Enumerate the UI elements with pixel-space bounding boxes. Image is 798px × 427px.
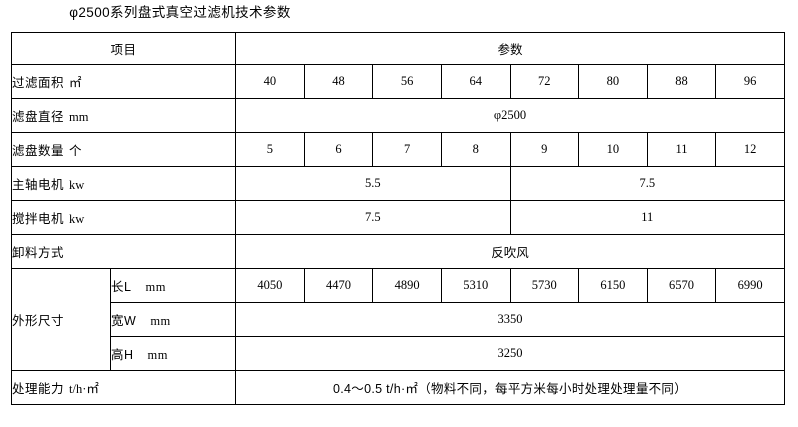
- sub-row-label-height: 高H mm: [110, 336, 237, 371]
- cell-value: 12: [715, 132, 785, 167]
- row-label-agitator-motor: 搅拌电机 kw: [10, 200, 237, 235]
- cell-value-capacity-note: 0.4～0.5 t/h·㎡（物料不同，每平方米每小时处理处理量不同）: [235, 370, 785, 405]
- cell-value: 10: [578, 132, 648, 167]
- sub-row-unit-text: mm: [145, 280, 166, 294]
- cell-value: 6570: [646, 268, 717, 303]
- row-label-disc-quantity: 滤盘数量个: [10, 132, 237, 167]
- table-row: 滤盘数量个 5 6 7 8 9 10 11 12: [10, 132, 785, 167]
- cell-value: 7: [372, 132, 442, 167]
- row-label-text: 主轴电机: [12, 178, 65, 192]
- table-row: 外形尺寸 长L mm 4050 4470 4890 5310 5730 6150 …: [10, 268, 785, 371]
- cell-value-right: 11: [509, 200, 785, 235]
- table-row: 卸料方式 反吹风: [10, 234, 785, 269]
- sub-row-label-text: 长L: [111, 280, 132, 294]
- header-item-cell: 项目: [10, 32, 237, 65]
- row-label-text: 搅拌电机: [12, 212, 65, 226]
- sub-row-label-text: 高H: [111, 348, 134, 362]
- cell-value: 6: [303, 132, 374, 167]
- cell-value: 4470: [303, 268, 374, 303]
- row-label-disc-diameter: 滤盘直径 mm: [10, 98, 237, 133]
- cell-value: 5310: [440, 268, 511, 303]
- row-label-discharge-method: 卸料方式: [10, 234, 237, 269]
- sub-row-label-text: 宽W: [111, 314, 137, 328]
- sub-row-unit-text: mm: [150, 314, 171, 328]
- table-row: 搅拌电机 kw 7.5 11: [10, 200, 785, 235]
- cell-value: 5730: [509, 268, 580, 303]
- page-title: φ2500系列盘式真空过滤机技术参数: [69, 5, 291, 20]
- cell-value: 5: [235, 132, 305, 167]
- cell-value: 11: [646, 132, 717, 167]
- row-unit-text: ㎡: [69, 76, 82, 90]
- row-label-text: 过滤面积: [12, 76, 65, 90]
- table-row: 主轴电机 kw 5.5 7.5: [10, 166, 785, 201]
- cell-value-span: 3350: [235, 302, 785, 337]
- cell-value-right: 7.5: [509, 166, 785, 201]
- row-unit-text: t/h·㎡: [69, 382, 99, 396]
- cell-value: 4890: [372, 268, 442, 303]
- row-label-main-motor: 主轴电机 kw: [10, 166, 237, 201]
- row-label-text: 卸料方式: [12, 246, 65, 260]
- cell-value: 6150: [578, 268, 648, 303]
- header-param-cell: 参数: [235, 32, 785, 65]
- cell-value: 9: [509, 132, 580, 167]
- row-unit-text: mm: [69, 110, 89, 124]
- table-row: 滤盘直径 mm φ2500: [10, 98, 785, 133]
- cell-value: 6990: [715, 268, 785, 303]
- table-row: 宽W mm 3350: [12, 302, 785, 337]
- sub-row-unit-text: mm: [147, 348, 168, 362]
- sub-row-label-length: 长L mm: [110, 268, 237, 303]
- cell-value: 88: [646, 64, 717, 99]
- cell-value: 8: [440, 132, 511, 167]
- cell-value: 4050: [235, 268, 305, 303]
- cell-value: 72: [509, 64, 580, 99]
- table-header-row: 项目 参数: [10, 32, 785, 65]
- sub-row-label-width: 宽W mm: [110, 302, 237, 337]
- row-label-text: 处理能力: [12, 382, 65, 396]
- cell-value: 64: [440, 64, 511, 99]
- row-unit-text: 个: [69, 144, 82, 158]
- cell-value: 80: [578, 64, 648, 99]
- cell-value: 40: [235, 64, 305, 99]
- cell-value: 56: [372, 64, 442, 99]
- table-row: 高H mm 3250: [12, 336, 785, 371]
- row-unit-text: kw: [69, 212, 85, 226]
- cell-value: 48: [303, 64, 374, 99]
- row-label-text: 滤盘直径: [12, 110, 65, 124]
- cell-value-span: 反吹风: [235, 234, 785, 269]
- row-label-dimensions: 外形尺寸: [10, 268, 112, 371]
- cell-value-span: 3250: [235, 336, 785, 371]
- cell-value-left: 5.5: [235, 166, 511, 201]
- cell-value-span: φ2500: [235, 98, 785, 133]
- cell-value: 96: [715, 64, 785, 99]
- row-label-text: 外形尺寸: [12, 314, 65, 328]
- cell-value-left: 7.5: [235, 200, 511, 235]
- row-label-text: 滤盘数量: [12, 144, 65, 158]
- table-row: 处理能力 t/h·㎡ 0.4～0.5 t/h·㎡（物料不同，每平方米每小时处理处理…: [10, 370, 785, 405]
- row-unit-text: kw: [69, 178, 85, 192]
- row-label-capacity: 处理能力 t/h·㎡: [10, 370, 237, 405]
